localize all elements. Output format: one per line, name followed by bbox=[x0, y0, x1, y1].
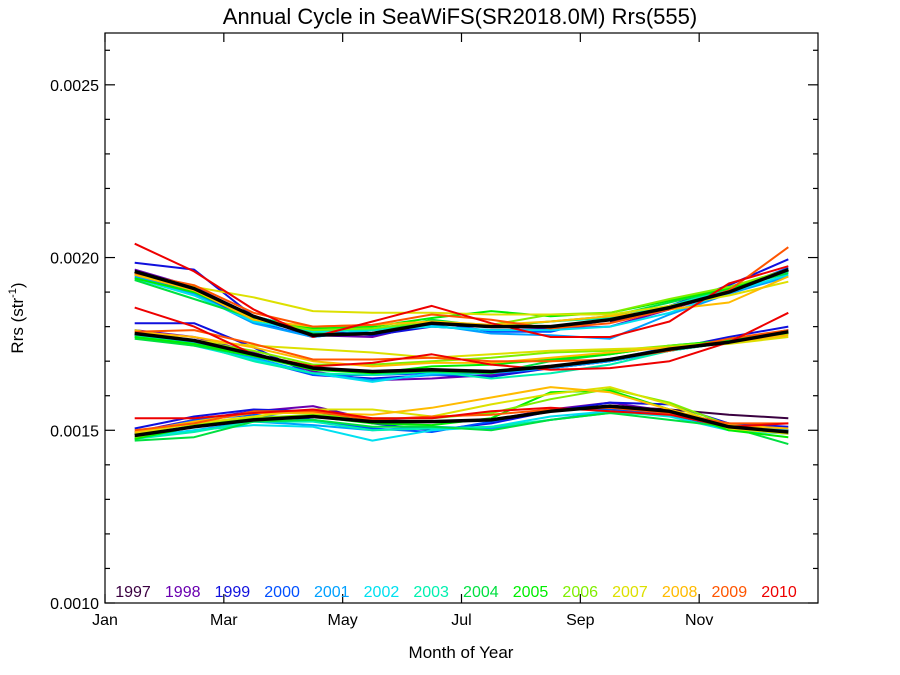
series-line-2010-group-3 bbox=[134, 406, 789, 428]
legend-item-2001: 2001 bbox=[314, 584, 350, 601]
legend-item-2009: 2009 bbox=[712, 584, 748, 601]
x-tick-label: Mar bbox=[210, 612, 238, 629]
y-axis-label-superscript: -1 bbox=[7, 288, 19, 298]
legend-item-2002: 2002 bbox=[364, 584, 400, 601]
series-line-2007-group-3 bbox=[134, 386, 789, 435]
series-line-2002-group-1 bbox=[134, 273, 789, 333]
legend-item-2003: 2003 bbox=[413, 584, 449, 601]
climatology-layer bbox=[134, 267, 789, 438]
y-tick-label: 0.0010 bbox=[50, 596, 99, 613]
legend-item-2000: 2000 bbox=[264, 584, 300, 601]
climatology-line-group-3 bbox=[134, 404, 789, 438]
series-line-2004-group-3 bbox=[134, 412, 789, 446]
legend-item-1997: 1997 bbox=[115, 584, 151, 601]
y-axis-label-close: ) bbox=[8, 282, 27, 288]
y-tick-label: 0.0020 bbox=[50, 251, 99, 268]
legend-item-1999: 1999 bbox=[215, 584, 251, 601]
x-tick-label: Sep bbox=[566, 612, 595, 629]
x-axis-ticks: Jan Mar May Jul Sep Nov bbox=[92, 33, 713, 629]
x-tick-label: Jan bbox=[92, 612, 118, 629]
climatology-line-group-2 bbox=[134, 330, 789, 374]
legend-item-2008: 2008 bbox=[662, 584, 698, 601]
y-axis-ticks: 0.0010 0.0015 0.0020 0.0025 bbox=[50, 49, 818, 613]
x-axis-label: Month of Year bbox=[409, 643, 514, 662]
y-axis-label: Rrs (str-1) bbox=[7, 282, 27, 353]
x-tick-label: Jul bbox=[451, 612, 471, 629]
x-tick-label: Nov bbox=[685, 612, 713, 629]
series-line-2009-group-1 bbox=[134, 246, 789, 330]
legend-item-2010: 2010 bbox=[761, 584, 797, 601]
series-line-2010-group-1 bbox=[134, 242, 789, 338]
x-tick-label: May bbox=[328, 612, 358, 629]
legend-item-2004: 2004 bbox=[463, 584, 499, 601]
y-tick-label: 0.0025 bbox=[50, 78, 99, 95]
series-line-2010-group-2 bbox=[134, 306, 789, 371]
chart-title: Annual Cycle in SeaWiFS(SR2018.0M) Rrs(5… bbox=[223, 4, 697, 29]
legend-item-2007: 2007 bbox=[612, 584, 648, 601]
legend-item-1998: 1998 bbox=[165, 584, 201, 601]
series-layer bbox=[134, 242, 789, 446]
legend: 1997 1998 1999 2000 2001 2002 2003 2004 2005 2006… bbox=[115, 584, 797, 601]
y-tick-label: 0.0015 bbox=[50, 423, 99, 440]
legend-item-2005: 2005 bbox=[513, 584, 549, 601]
legend-item-2006: 2006 bbox=[562, 584, 598, 601]
y-axis-label-main: Rrs (str bbox=[8, 298, 27, 354]
climatology-line-group-1 bbox=[134, 267, 789, 338]
